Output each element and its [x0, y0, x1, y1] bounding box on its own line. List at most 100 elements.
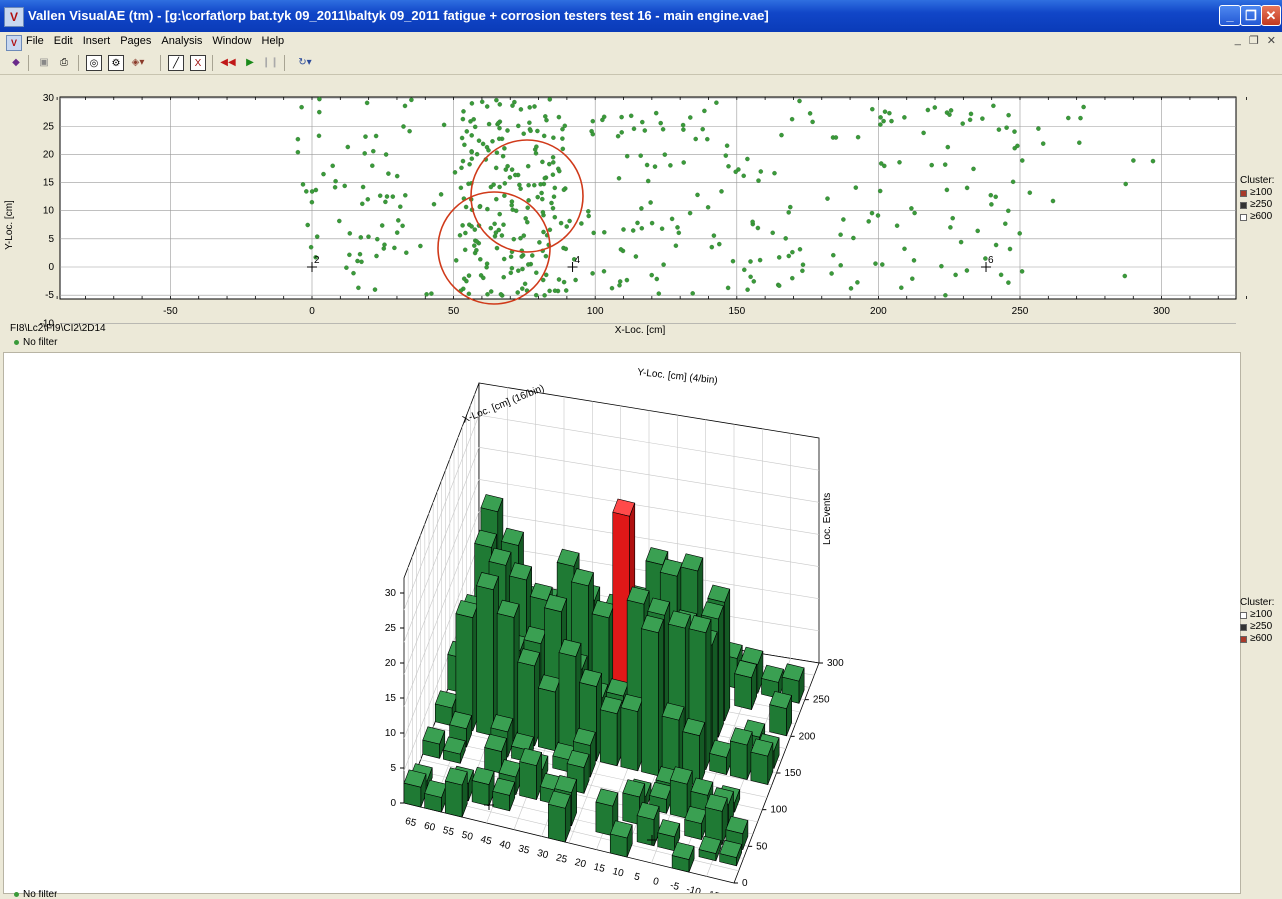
event-point — [711, 233, 717, 238]
rewind-icon[interactable]: ◀◀ — [220, 57, 236, 68]
event-point — [366, 234, 371, 239]
event-point — [556, 114, 562, 120]
histogram-bar-side — [734, 789, 741, 813]
event-point — [841, 217, 846, 222]
event-point — [878, 161, 884, 166]
event-point — [502, 146, 507, 151]
event-point — [642, 128, 648, 133]
maximize-button[interactable]: ❐ — [1240, 5, 1262, 26]
event-point — [474, 151, 480, 157]
menu-window[interactable]: Window — [212, 35, 252, 47]
histogram-bar-side — [705, 619, 712, 770]
event-point — [476, 138, 482, 143]
z-tick-label: 20 — [385, 658, 397, 669]
mdi-restore-button[interactable]: ❐ — [1248, 35, 1259, 47]
menu-insert[interactable]: Insert — [82, 35, 111, 47]
print-icon[interactable]: ⎙ — [60, 57, 68, 68]
event-point — [492, 221, 497, 227]
event-point — [609, 285, 615, 291]
event-points — [295, 96, 1156, 298]
zoom-icon[interactable]: ◎ — [86, 55, 102, 71]
event-point — [480, 141, 486, 147]
x-tick-label: 150 — [728, 306, 745, 317]
event-point — [542, 175, 548, 181]
event-point — [688, 115, 693, 120]
event-point — [547, 97, 553, 102]
menu-help[interactable]: Help — [261, 35, 285, 47]
y-tick-label: 50 — [756, 841, 768, 852]
play-icon[interactable]: ▶ — [246, 57, 254, 68]
menu-file[interactable]: File — [26, 35, 44, 47]
event-point — [517, 182, 522, 188]
event-point — [516, 268, 521, 273]
filter-dot-icon — [14, 340, 19, 345]
event-point — [953, 272, 958, 278]
legend-item: ≥250 — [1240, 621, 1274, 633]
x-axis-label: X-Loc. [cm] — [615, 325, 666, 336]
histogram-bar-side — [699, 722, 706, 786]
event-point — [825, 196, 830, 201]
layers-icon[interactable]: ◈▾ — [131, 57, 145, 68]
event-point — [418, 243, 423, 249]
event-point — [724, 143, 730, 148]
location-plot[interactable]: 123456 605550454035302520151050-5-10-500… — [0, 75, 1282, 350]
filter-legend-3d: No filter — [14, 890, 57, 899]
event-point — [776, 283, 782, 288]
event-point — [755, 225, 761, 231]
event-point — [382, 242, 387, 247]
event-point — [639, 226, 645, 231]
event-point — [894, 223, 900, 228]
x-tick-label: 5 — [633, 871, 641, 883]
event-point — [486, 148, 491, 153]
event-point — [887, 110, 892, 116]
document-icon[interactable]: V — [6, 35, 22, 51]
event-point — [459, 165, 464, 171]
event-point — [485, 292, 490, 297]
excel-icon[interactable]: X — [190, 55, 206, 71]
event-point — [541, 133, 547, 139]
line-icon[interactable]: ╱ — [168, 55, 184, 71]
event-point — [991, 103, 996, 109]
event-point — [496, 120, 501, 126]
event-point — [1066, 115, 1071, 121]
event-point — [788, 204, 793, 210]
close-button[interactable]: ✕ — [1261, 5, 1281, 26]
event-point — [853, 185, 859, 190]
open-icon[interactable]: ◆ — [12, 57, 20, 68]
legend-item: ≥600 — [1240, 211, 1274, 223]
event-point — [479, 99, 485, 105]
event-point — [502, 193, 507, 198]
x-tick-label: -15 — [704, 889, 721, 893]
title-bar[interactable]: V Vallen VisualAE (tm) - [g:\corfat\orp … — [0, 0, 1282, 32]
event-point — [360, 184, 366, 190]
menu-analysis[interactable]: Analysis — [161, 35, 203, 47]
event-point — [645, 178, 651, 184]
event-point — [525, 205, 530, 210]
event-point — [509, 202, 514, 208]
event-point — [496, 136, 502, 142]
refresh-icon[interactable]: ↻▾ — [298, 57, 312, 68]
app-icon[interactable]: V — [4, 7, 24, 27]
event-point — [897, 160, 902, 165]
zoom-settings-icon[interactable]: ⚙ — [108, 55, 124, 71]
minimize-button[interactable]: _ — [1219, 5, 1241, 26]
event-point — [912, 210, 917, 216]
event-point — [695, 192, 700, 198]
event-point — [639, 206, 644, 211]
menu-edit[interactable]: Edit — [53, 35, 73, 47]
histogram-bar-side — [461, 771, 468, 818]
mdi-close-button[interactable]: ✕ — [1266, 35, 1276, 47]
event-point — [337, 218, 342, 224]
event-point — [560, 126, 565, 132]
event-point — [591, 230, 596, 236]
event-point — [497, 211, 502, 217]
event-point — [526, 198, 531, 203]
event-point — [551, 194, 557, 199]
menu-pages[interactable]: Pages — [120, 35, 152, 47]
event-point — [726, 164, 731, 169]
event-point — [538, 182, 543, 187]
save-icon[interactable]: ▣ — [39, 57, 49, 68]
mdi-minimize-button[interactable]: _ — [1234, 34, 1241, 46]
pause-icon[interactable]: ❙❙ — [262, 57, 279, 68]
